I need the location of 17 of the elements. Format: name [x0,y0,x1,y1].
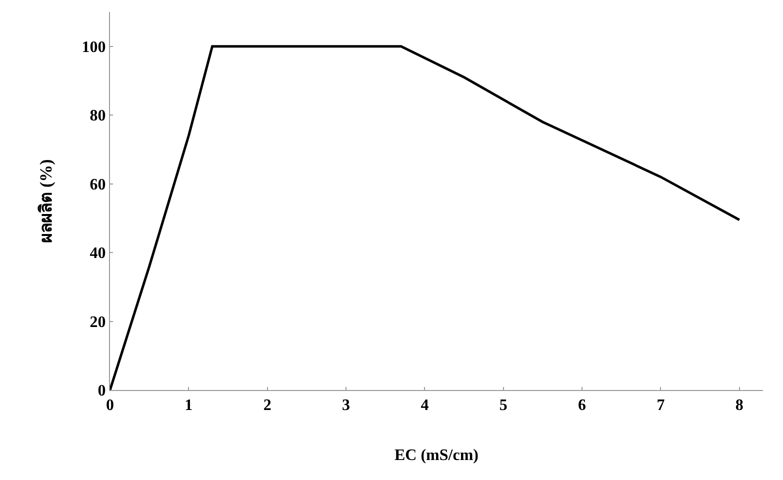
y-tick-label: 80 [90,108,106,125]
x-tick-label: 5 [499,397,508,414]
y-axis-title: ผลผลิต (%) [36,159,56,243]
x-tick-label: 6 [578,397,586,414]
x-tick-label: 7 [656,397,665,414]
y-tick-label: 40 [90,245,106,262]
x-axis-title: EC (mS/cm) [394,446,478,464]
x-tick-label: 1 [184,397,193,414]
y-tick-label: 60 [90,176,106,194]
x-tick-label: 8 [735,397,744,414]
x-tick-label: 2 [263,397,272,414]
y-tick-label: 100 [82,38,106,56]
y-tick-label: 20 [90,314,106,331]
x-tick-label: 4 [420,397,429,414]
line-series [110,45,741,390]
x-tick-label: 3 [342,397,350,414]
y-tick-label: 0 [98,382,106,400]
